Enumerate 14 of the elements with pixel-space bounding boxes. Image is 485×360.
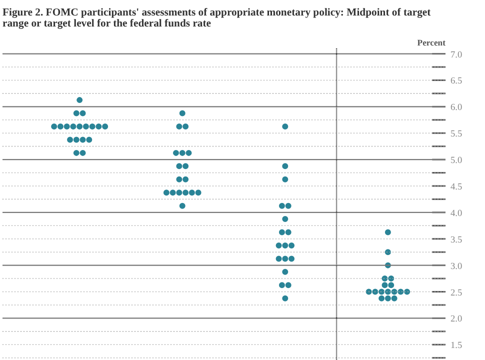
y-tick-label: 2.0	[450, 314, 462, 325]
y-tick-label: 3.5	[450, 235, 462, 246]
y-tick-label: 7.0	[450, 50, 462, 60]
y-tick-label: 6.0	[450, 103, 462, 114]
y-tick-label: 2.5	[450, 288, 462, 298]
y-tick-label: 6.5	[450, 76, 462, 87]
y-tick-label: 4.5	[450, 182, 462, 192]
y-tick-label: 4.0	[450, 208, 462, 219]
chart-title: Figure 2. FOMC participants' assessments of appropriate monetary policy: Midpoint of target range or target level for the federal funds rate	[2, 8, 432, 30]
y-tick-label: 3.0	[450, 262, 462, 272]
y-axis-title: Percent	[417, 38, 446, 48]
y-tick-label: 5.0	[450, 156, 462, 166]
y-tick-label: 1.5	[450, 341, 462, 352]
y-tick-label: 5.5	[450, 130, 462, 140]
